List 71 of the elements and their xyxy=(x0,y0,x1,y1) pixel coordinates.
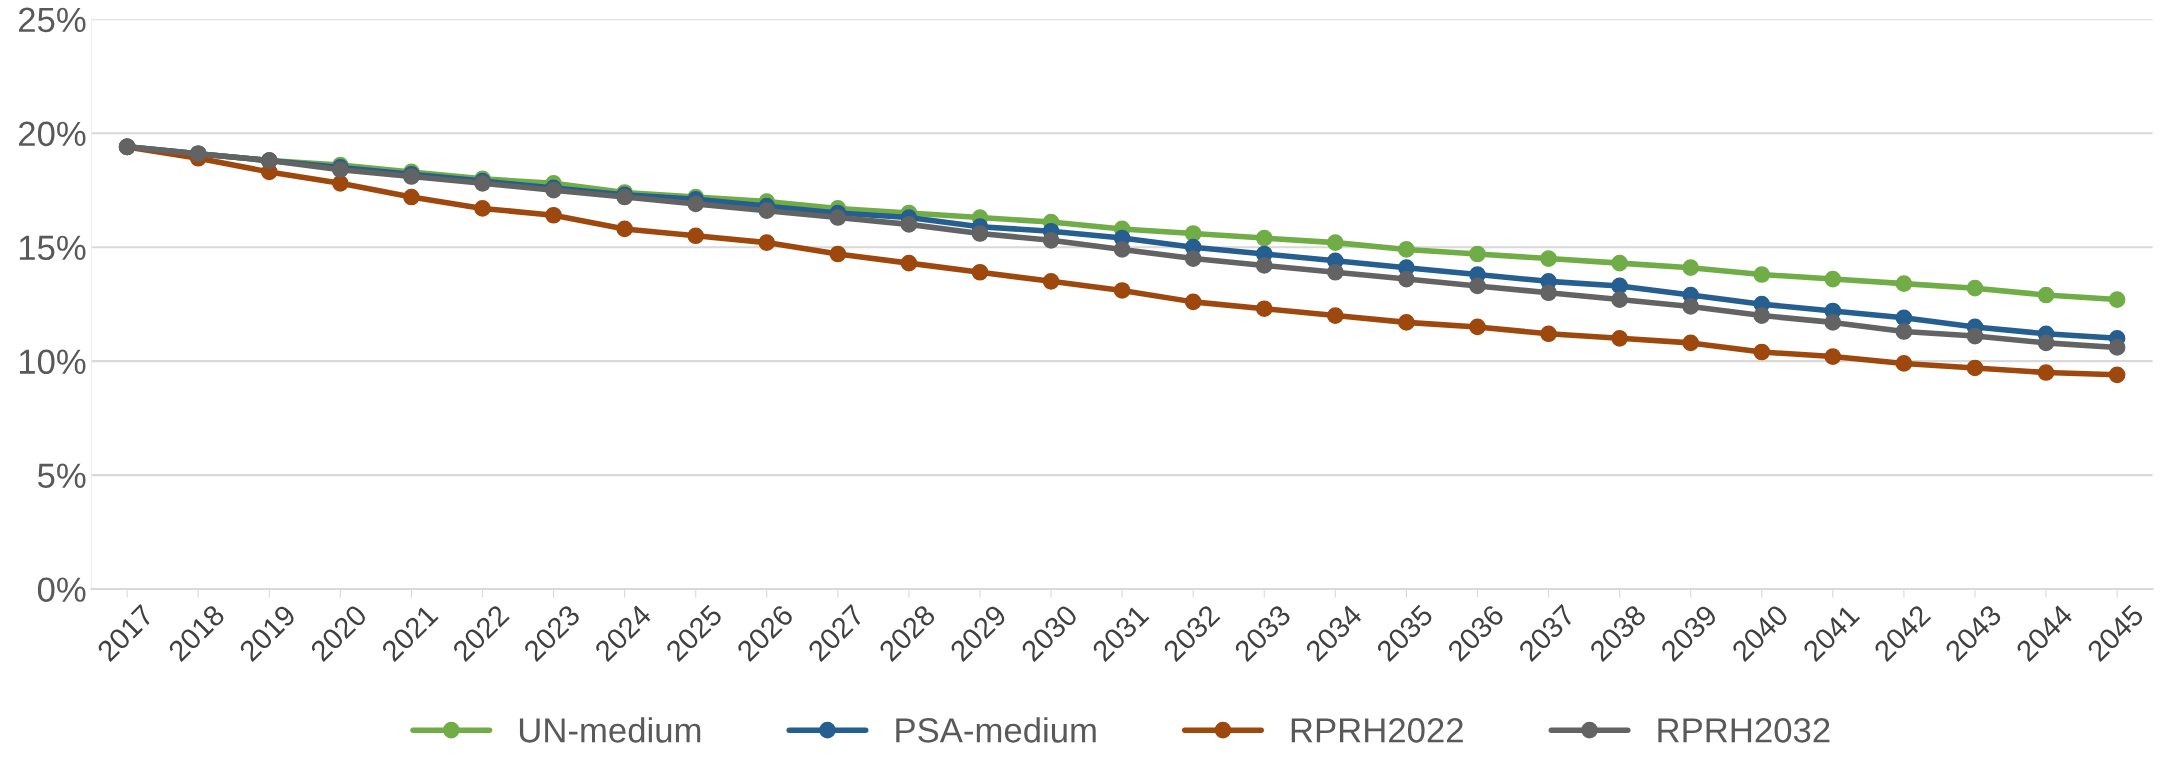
point xyxy=(1540,325,1557,343)
point xyxy=(1255,229,1273,247)
legend-label: UN-medium xyxy=(519,717,701,743)
point xyxy=(1540,250,1557,267)
point xyxy=(1042,231,1060,249)
point xyxy=(1611,254,1628,272)
point xyxy=(971,263,989,281)
point xyxy=(1753,266,1771,283)
y-tick-label: 25% xyxy=(18,7,86,33)
y-tick-label: 5% xyxy=(37,463,86,489)
point xyxy=(2037,364,2055,381)
point xyxy=(474,200,491,217)
point xyxy=(1327,263,1344,281)
point xyxy=(1469,245,1486,263)
point xyxy=(1895,355,1913,372)
point xyxy=(1753,343,1771,361)
point xyxy=(1824,314,1842,331)
point xyxy=(545,206,562,224)
point xyxy=(332,175,349,192)
point xyxy=(1255,300,1273,318)
point xyxy=(971,225,989,242)
point xyxy=(2108,339,2126,356)
point xyxy=(1966,279,1984,297)
point xyxy=(758,202,776,220)
point xyxy=(829,245,847,263)
point xyxy=(1611,291,1628,308)
point xyxy=(1398,314,1415,331)
point xyxy=(1682,298,1700,315)
point xyxy=(1895,323,1913,340)
point xyxy=(900,254,918,272)
point xyxy=(1895,275,1913,292)
y-tick-label: 20% xyxy=(18,121,86,147)
point xyxy=(687,227,705,245)
point xyxy=(2108,366,2126,384)
point xyxy=(1042,273,1060,290)
point xyxy=(1469,318,1486,336)
point xyxy=(1398,270,1415,288)
point xyxy=(1327,234,1344,251)
point xyxy=(616,220,633,238)
point xyxy=(1327,307,1344,324)
point xyxy=(1966,327,1984,345)
point xyxy=(1184,250,1202,267)
point xyxy=(1113,241,1131,258)
point xyxy=(758,234,776,251)
point xyxy=(1255,257,1273,274)
point xyxy=(1184,225,1202,242)
point xyxy=(1824,270,1842,288)
point xyxy=(1469,277,1486,295)
point xyxy=(1966,359,1984,377)
point xyxy=(1113,282,1131,299)
y-tick-label: 15% xyxy=(19,235,86,261)
y-tick-label: 10% xyxy=(19,349,86,375)
point xyxy=(1398,241,1415,258)
point xyxy=(2108,291,2126,308)
legend-label: PSA-medium xyxy=(896,717,1096,743)
point xyxy=(829,209,847,226)
point xyxy=(900,216,918,233)
point xyxy=(687,195,705,213)
point xyxy=(2037,286,2055,304)
point xyxy=(1824,348,1842,365)
point xyxy=(403,188,420,206)
point xyxy=(1753,307,1771,324)
point xyxy=(1184,293,1202,311)
point xyxy=(2037,334,2055,352)
legend-label: RPRH2032 xyxy=(1658,718,1830,743)
legend-label: RPRH2022 xyxy=(1291,718,1463,743)
point xyxy=(1682,259,1700,277)
y-tick-label: 0% xyxy=(37,577,86,602)
point xyxy=(1682,334,1700,352)
point xyxy=(1611,330,1628,347)
point xyxy=(1540,284,1557,302)
